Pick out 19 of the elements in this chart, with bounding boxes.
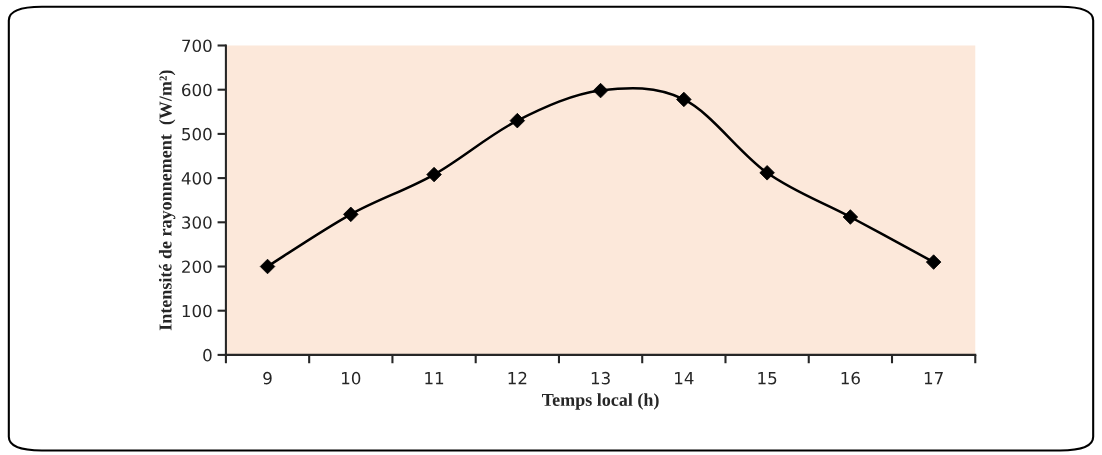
y-tick-label: 100 xyxy=(182,304,212,318)
y-tick-label: 0 xyxy=(203,348,212,362)
x-tick-label: 13 xyxy=(591,371,610,385)
x-tick-label: 17 xyxy=(924,372,943,385)
y-tick-label: 500 xyxy=(182,127,212,141)
x-tick-label: 12 xyxy=(508,371,527,385)
y-tick-label: 600 xyxy=(182,83,212,97)
x-tick-label: 16 xyxy=(841,371,860,385)
x-tick-label: 11 xyxy=(425,372,444,385)
x-tick-label: 14 xyxy=(675,372,694,385)
y-tick-label: 200 xyxy=(182,260,212,274)
x-axis-title: Temps local (h) xyxy=(542,393,659,410)
y-axis-title: Intensité de rayonnement (W/m²) xyxy=(158,70,176,331)
x-tick-label: 15 xyxy=(758,372,777,385)
y-tick-label: 700 xyxy=(182,39,212,53)
x-tick-label: 10 xyxy=(342,371,361,385)
y-tick-label: 400 xyxy=(181,172,212,185)
x-tick-label: 9 xyxy=(263,371,272,385)
y-tick-label: 300 xyxy=(182,216,212,229)
